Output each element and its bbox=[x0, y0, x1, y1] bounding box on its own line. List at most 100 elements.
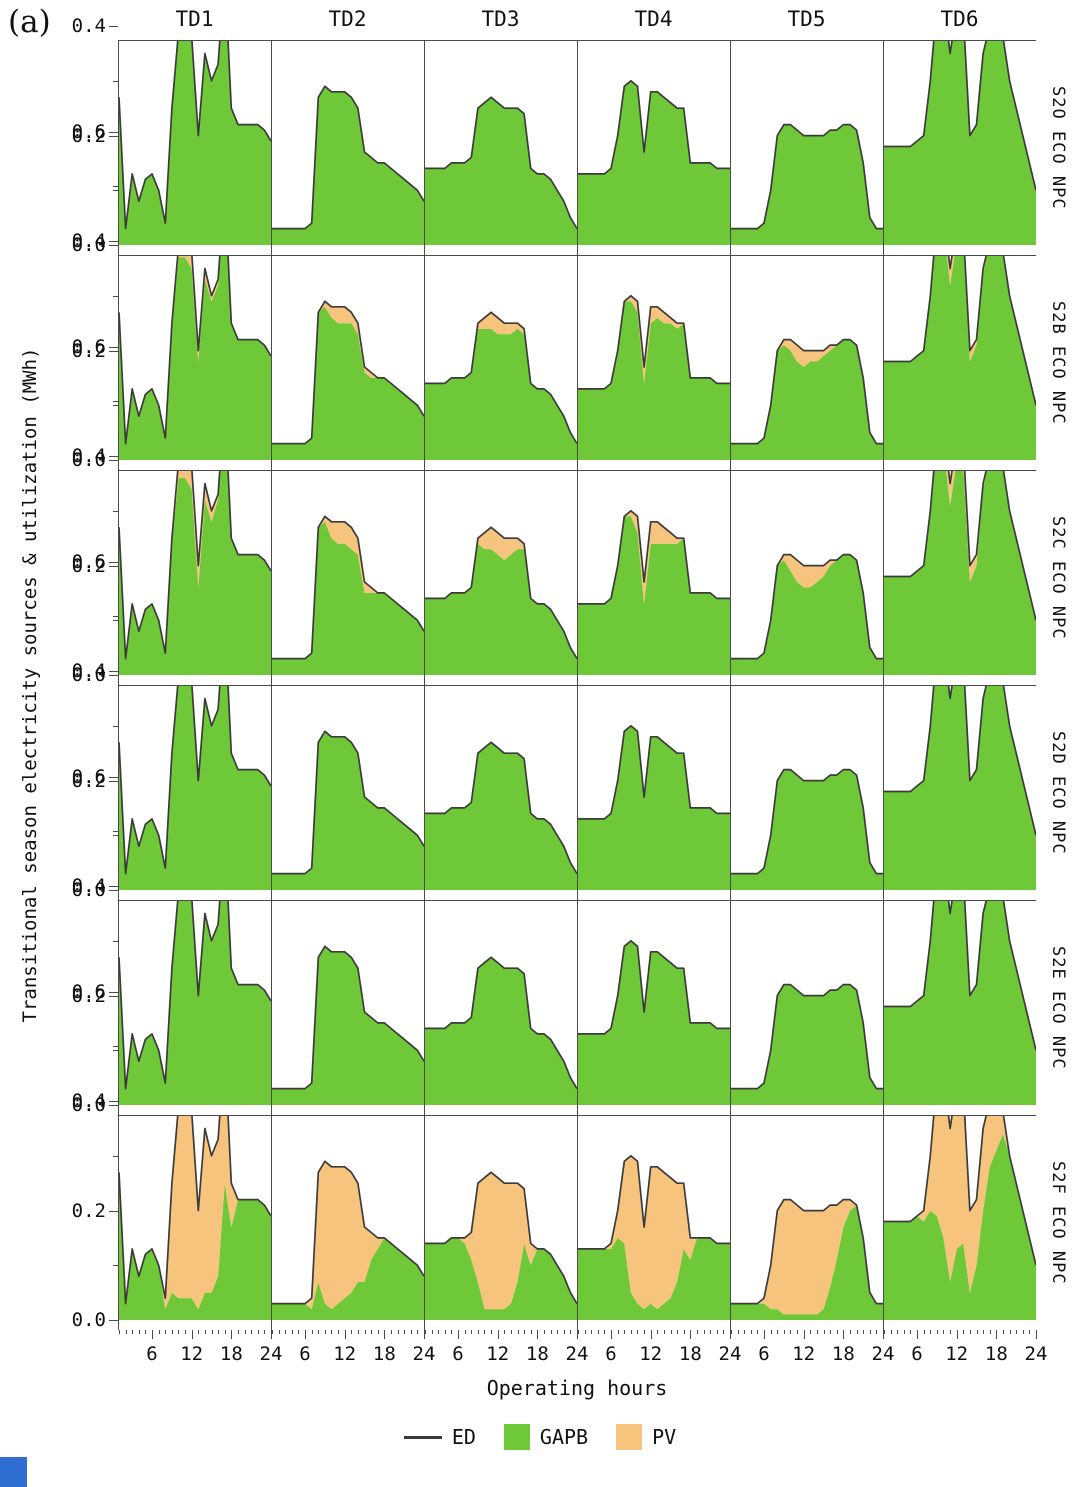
x-tick-label: 6 bbox=[605, 1343, 617, 1365]
row-label-s2b: S2B ECO NPC bbox=[1036, 255, 1080, 470]
ed-line bbox=[119, 256, 271, 445]
gapb-area bbox=[731, 124, 883, 245]
x-tick-mark bbox=[477, 1330, 479, 1334]
ed-line bbox=[425, 956, 577, 1090]
pv-area bbox=[272, 516, 424, 659]
gapb-area bbox=[272, 306, 424, 460]
ed-line bbox=[884, 901, 1036, 1051]
x-tick-mark bbox=[903, 1330, 905, 1334]
row-label-text: S2C ECO NPC bbox=[1048, 515, 1068, 640]
x-axis-title: Operating hours bbox=[486, 1376, 668, 1400]
ed-line-swatch bbox=[403, 1435, 442, 1439]
y-tick-mark bbox=[109, 991, 118, 993]
x-tick-mark bbox=[344, 1330, 346, 1339]
y-tick-label: 0.2 bbox=[71, 124, 106, 147]
x-tick-label: 12 bbox=[333, 1343, 357, 1365]
x-tick-label: 24 bbox=[565, 1343, 589, 1365]
x-tick-mark bbox=[264, 1330, 266, 1334]
x-tick-mark bbox=[377, 1330, 379, 1334]
gapb-area bbox=[884, 256, 1036, 460]
x-tick-mark bbox=[464, 1330, 466, 1334]
x-tick-mark bbox=[351, 1330, 353, 1334]
chart-panel-s2o-td3 bbox=[424, 40, 577, 255]
gapb-area bbox=[578, 301, 730, 460]
y-tick-label: 0.2 bbox=[71, 1199, 106, 1222]
x-tick-label: 12 bbox=[486, 1343, 510, 1365]
x-tick-mark bbox=[278, 1330, 280, 1334]
x-tick-mark bbox=[291, 1330, 293, 1334]
column-header-td4: TD4 bbox=[634, 7, 673, 31]
x-tick-mark bbox=[1002, 1330, 1004, 1334]
gapb-area bbox=[119, 256, 271, 460]
ed-line bbox=[119, 41, 271, 230]
x-tick-label: 6 bbox=[758, 1343, 770, 1365]
y-tick-mark bbox=[109, 776, 118, 778]
y-minor-tick-mark bbox=[113, 190, 118, 192]
x-tick-mark bbox=[591, 1330, 593, 1334]
chart-panel-s2b-td2 bbox=[271, 255, 424, 470]
x-tick-mark bbox=[750, 1330, 752, 1334]
x-tick-mark bbox=[663, 1330, 665, 1334]
y-tick-label: 0.0 bbox=[71, 1309, 106, 1331]
x-tick-mark bbox=[883, 1330, 884, 1339]
x-tick-mark bbox=[1009, 1330, 1011, 1334]
pv-area bbox=[425, 527, 577, 659]
ed-line bbox=[272, 945, 424, 1090]
x-tick-mark bbox=[417, 1330, 419, 1334]
ed-line bbox=[272, 300, 424, 445]
ed-line bbox=[731, 338, 883, 445]
x-tick-mark bbox=[956, 1330, 958, 1339]
gapb-area bbox=[425, 97, 577, 245]
x-tick-mark bbox=[963, 1330, 965, 1334]
gapb-area bbox=[425, 742, 577, 890]
ed-line bbox=[884, 471, 1036, 621]
chart-panel-s2c-td3 bbox=[424, 470, 577, 685]
column-header-td3: TD3 bbox=[481, 7, 520, 31]
ed-line bbox=[119, 1116, 271, 1305]
y-tick-mark bbox=[109, 995, 118, 997]
y-tick-label: 0.0 bbox=[71, 1094, 106, 1116]
pv-area bbox=[425, 1172, 577, 1310]
pv-area bbox=[119, 1116, 271, 1310]
x-tick-mark bbox=[790, 1330, 792, 1334]
chart-panel-s2e-td5 bbox=[730, 900, 883, 1115]
ed-line bbox=[272, 1160, 424, 1305]
x-tick-label: 12 bbox=[639, 1343, 663, 1365]
y-tick-label: 0.6 bbox=[71, 120, 106, 143]
x-tick-mark bbox=[357, 1330, 359, 1334]
x-tick-mark bbox=[563, 1330, 565, 1334]
y-minor-tick-mark bbox=[113, 80, 118, 82]
x-tick-mark bbox=[584, 1330, 586, 1334]
x-tick-mark bbox=[744, 1330, 746, 1334]
gapb-area bbox=[119, 686, 271, 890]
x-tick-mark bbox=[731, 1330, 732, 1334]
gapb-area bbox=[578, 940, 730, 1105]
x-tick-label: 6 bbox=[911, 1343, 923, 1365]
x-tick-label: 18 bbox=[984, 1343, 1008, 1365]
chart-panel-s2d-td6 bbox=[883, 685, 1036, 900]
x-tick-mark bbox=[996, 1330, 998, 1339]
ed-line bbox=[884, 686, 1036, 836]
chart-panel-s2f-td1 bbox=[118, 1115, 271, 1330]
x-tick-mark bbox=[943, 1330, 945, 1334]
chart-panel-s2b-td4 bbox=[577, 255, 730, 470]
pv-area bbox=[731, 1199, 883, 1315]
x-tick-mark bbox=[803, 1330, 805, 1339]
chart-panel-s2e-td3 bbox=[424, 900, 577, 1115]
x-tick-mark bbox=[578, 1330, 579, 1334]
x-tick-mark bbox=[716, 1330, 718, 1334]
chart-panel-s2d-td5 bbox=[730, 685, 883, 900]
pv-area bbox=[731, 339, 883, 444]
y-tick-mark bbox=[109, 131, 118, 133]
chart-panel-s2b-td5 bbox=[730, 255, 883, 470]
x-tick-mark bbox=[364, 1330, 366, 1334]
ed-line bbox=[425, 1171, 577, 1305]
y-tick-mark bbox=[109, 350, 118, 352]
y-tick-mark bbox=[109, 565, 118, 567]
gapb-area bbox=[425, 1237, 577, 1320]
x-tick-mark bbox=[1036, 1330, 1037, 1339]
chart-panel-s2b-td6 bbox=[883, 255, 1036, 470]
y-minor-tick-mark bbox=[113, 725, 118, 727]
row-label-text: S2O ECO NPC bbox=[1048, 85, 1068, 210]
